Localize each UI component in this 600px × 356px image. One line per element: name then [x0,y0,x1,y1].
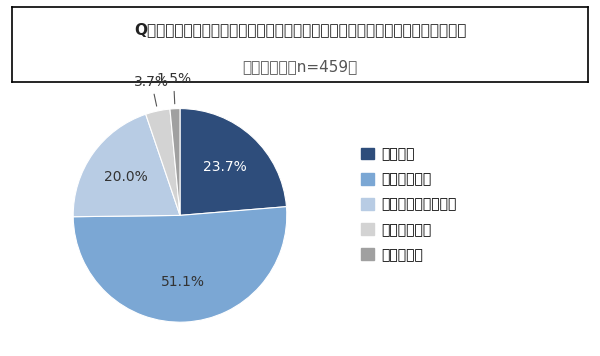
Text: 1.5%: 1.5% [156,72,191,104]
Wedge shape [73,207,287,322]
Text: （全世代）（n=459）: （全世代）（n=459） [242,59,358,74]
Text: 51.1%: 51.1% [161,274,205,288]
Legend: そう思う, ややそう思う, あまりそう思わない, そう思わない, 分からない: そう思う, ややそう思う, あまりそう思わない, そう思わない, 分からない [355,142,462,267]
Wedge shape [73,114,180,217]
Wedge shape [146,109,180,215]
Text: 23.7%: 23.7% [203,160,247,174]
Text: 20.0%: 20.0% [104,170,148,184]
Wedge shape [170,109,180,215]
Text: Q３　最近の物価高騰によって、あなたの農業に対する関心は高まりましたか？: Q３ 最近の物価高騰によって、あなたの農業に対する関心は高まりましたか？ [134,22,466,37]
Text: 3.7%: 3.7% [134,75,169,106]
Wedge shape [180,109,286,215]
